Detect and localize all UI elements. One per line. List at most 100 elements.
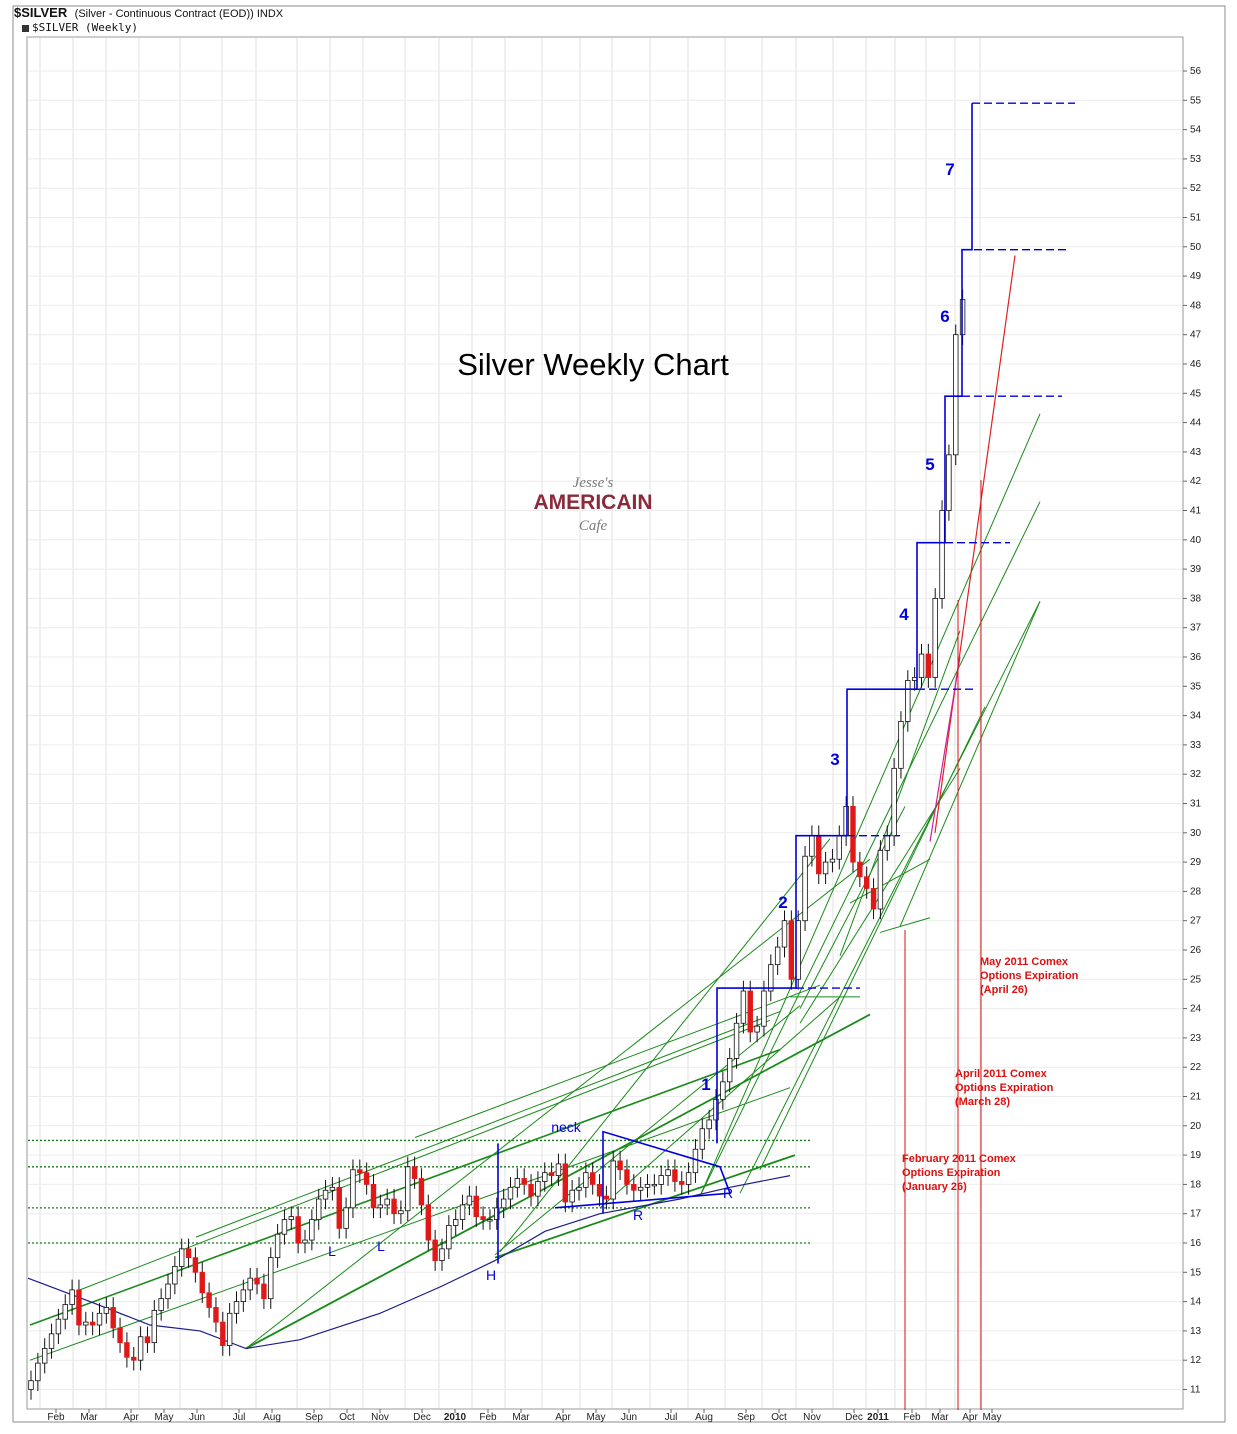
series-label: $SILVER (Weekly) [32, 21, 138, 34]
y-tick-label-13: 13 [1190, 1326, 1202, 1337]
trendline-0 [29, 1048, 781, 1326]
candle-17 [144, 1326, 151, 1353]
candle-body-105 [747, 990, 753, 1033]
expiration-text-0-2: (April 26) [980, 984, 1028, 996]
y-tick-label-38: 38 [1190, 593, 1202, 604]
candle-body-123 [870, 888, 877, 910]
expiration-text-0-1: Options Expiration [980, 970, 1079, 982]
pattern-label-1: L [377, 1238, 385, 1254]
candle-135 [953, 324, 959, 466]
y-tick-label-30: 30 [1190, 828, 1202, 839]
candle-body-30 [233, 1301, 240, 1314]
candle-body-15 [131, 1356, 137, 1361]
candle-body-18 [151, 1309, 157, 1344]
candle-body-86 [617, 1160, 623, 1171]
candle-body-45 [336, 1186, 342, 1229]
candle-body-53 [391, 1198, 397, 1215]
y-tick-label-35: 35 [1190, 681, 1202, 692]
x-tick-label-14: Apr [555, 1412, 571, 1423]
parabolic-line [934, 255, 1016, 833]
candle-body-46 [343, 1207, 349, 1229]
x-tick-label-5: Jul [233, 1412, 246, 1423]
candle-102 [727, 1048, 733, 1093]
grid [28, 38, 1182, 1408]
candle-4 [55, 1308, 62, 1345]
candle-body-41 [309, 1219, 315, 1241]
candle-43 [322, 1180, 329, 1210]
candle-body-58 [425, 1204, 431, 1241]
candle-30 [233, 1291, 240, 1324]
candle-48 [357, 1159, 363, 1183]
x-tick-label-15: May [587, 1412, 606, 1423]
candle-body-67 [487, 1219, 493, 1222]
wave-count-7: 7 [945, 160, 954, 179]
candle-body-78 [562, 1163, 568, 1203]
candle-19 [158, 1288, 164, 1321]
trendline-5 [494, 1154, 796, 1259]
candle-62 [452, 1209, 459, 1236]
candle-18 [151, 1300, 157, 1353]
expiration-lines: May 2011 Comex Options Expiration (April 2… [902, 480, 1079, 1410]
candle-body-135 [953, 334, 959, 456]
candle-body-14 [124, 1342, 130, 1358]
candle-77 [555, 1153, 562, 1186]
candle-body-38 [288, 1216, 294, 1220]
candle-78 [562, 1153, 568, 1213]
candle-body-115 [816, 835, 822, 875]
candle-body-114 [809, 835, 815, 857]
expiration-note-2: February 2011 Comex Options Expiration (Ja… [902, 1153, 1017, 1193]
x-tick-label-11: 2010 [444, 1412, 467, 1423]
pattern-label-0: L [328, 1243, 336, 1259]
candle-41 [309, 1209, 315, 1251]
candle-21 [172, 1256, 178, 1295]
candle-80 [576, 1177, 582, 1201]
candle-body-106 [754, 1025, 760, 1033]
y-tick-label-29: 29 [1190, 857, 1202, 868]
candle-body-131 [925, 653, 932, 678]
candle-body-90 [644, 1184, 651, 1188]
candle-body-93 [665, 1169, 671, 1177]
candle-128 [905, 670, 911, 732]
candle-body-75 [542, 1172, 548, 1182]
trendline-7 [494, 1005, 801, 1256]
candle-body-87 [624, 1169, 630, 1185]
candle-6 [69, 1279, 75, 1315]
trendline-4 [195, 1011, 781, 1238]
x-tick-label-24: Feb [903, 1412, 921, 1423]
expiration-text-0-0: May 2011 Comex [980, 956, 1069, 968]
x-axis: Feb Mar Apr May Jun Jul Aug Sep Oct Nov Dec 2010 Feb… [47, 1409, 1001, 1423]
watermark-logo: Jesse's AMERICAIN Cafe [534, 475, 653, 534]
candle-body-94 [672, 1169, 678, 1182]
expiration-text-2-0: February 2011 Comex [902, 1153, 1017, 1165]
candle-body-64 [466, 1195, 473, 1206]
candle-46 [343, 1197, 349, 1239]
y-tick-label-12: 12 [1190, 1355, 1202, 1366]
candle-body-116 [822, 861, 829, 875]
wave-count-3: 3 [830, 750, 839, 769]
y-tick-label-54: 54 [1190, 125, 1202, 136]
expiration-text-1-1: Options Expiration [955, 1082, 1054, 1094]
candle-126 [891, 758, 897, 846]
candle-108 [768, 954, 774, 1002]
candle-body-124 [877, 849, 884, 910]
y-tick-label-47: 47 [1190, 330, 1202, 341]
candle-100 [713, 1089, 719, 1131]
trendline-10 [245, 858, 871, 1349]
x-tick-label-23: 2011 [867, 1412, 889, 1423]
candle-117 [829, 848, 836, 873]
candle-body-39 [295, 1216, 301, 1244]
candle-body-2 [42, 1348, 48, 1364]
y-tick-label-51: 51 [1190, 213, 1202, 224]
y-tick-label-19: 19 [1190, 1150, 1202, 1161]
candle-26 [206, 1282, 212, 1318]
candle-body-134 [946, 454, 952, 511]
candle-52 [384, 1188, 390, 1216]
candle-27 [213, 1297, 219, 1333]
candle-body-81 [583, 1172, 589, 1188]
y-tick-label-37: 37 [1190, 623, 1202, 634]
candle-98 [699, 1118, 705, 1160]
series-marker-icon [22, 24, 29, 32]
candle-body-54 [398, 1210, 404, 1215]
candle-64 [466, 1185, 473, 1216]
x-tick-label-18: Aug [695, 1412, 713, 1423]
